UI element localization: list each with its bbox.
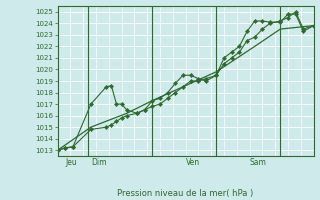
Text: Jeu: Jeu [65,158,77,167]
Text: Ven: Ven [186,158,200,167]
Text: Sam: Sam [250,158,267,167]
Text: Pression niveau de la mer( hPa ): Pression niveau de la mer( hPa ) [117,189,254,198]
Text: Dim: Dim [91,158,106,167]
